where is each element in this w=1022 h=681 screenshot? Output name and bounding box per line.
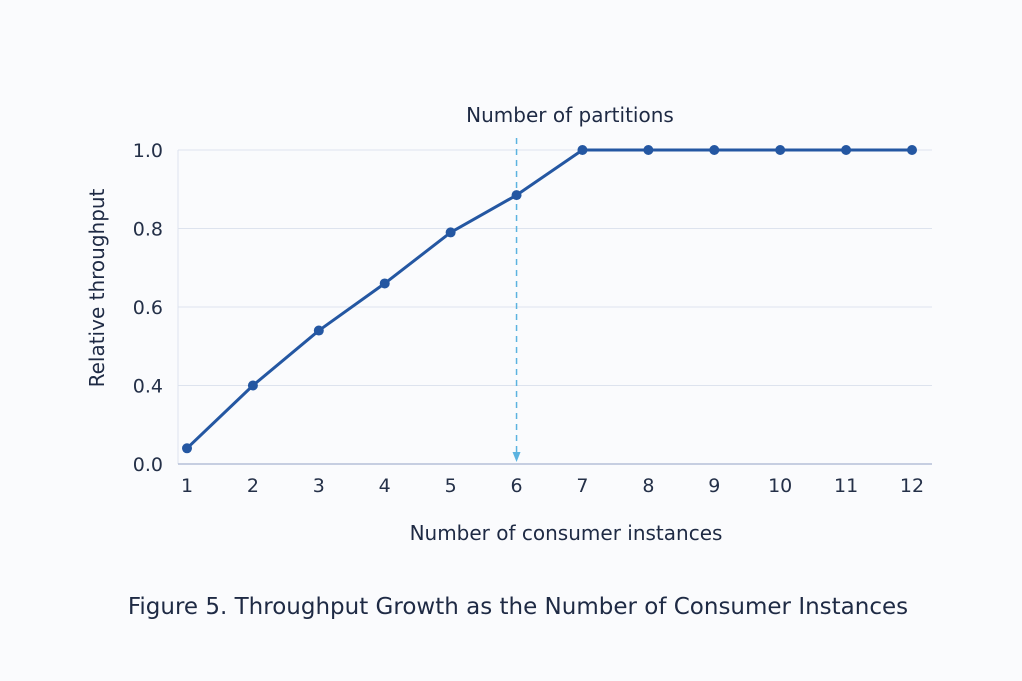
x-tick-label: 4 [379, 475, 391, 497]
x-tick-label: 11 [834, 475, 858, 497]
data-point [643, 145, 654, 155]
partitions-annotation: Number of partitions [466, 103, 674, 462]
y-tick-label: 0.8 [133, 219, 163, 241]
data-point [709, 145, 720, 155]
x-tick-label: 3 [313, 475, 325, 497]
data-point [445, 227, 456, 238]
x-tick-label: 9 [708, 475, 720, 497]
x-tick-label: 7 [576, 475, 588, 497]
x-tick-label: 2 [247, 475, 259, 497]
x-tick-labels: 1 2 3 4 5 6 7 8 9 10 11 12 [181, 475, 924, 497]
x-tick-label: 8 [642, 475, 654, 497]
series-line [185, 148, 912, 450]
data-point [511, 190, 522, 201]
x-axis-title: Number of consumer instances [410, 521, 723, 545]
y-tick-label: 0.0 [133, 454, 163, 476]
x-tick-label: 12 [900, 475, 924, 497]
y-axis-title: Relative throughput [85, 188, 109, 387]
x-tick-label: 10 [768, 475, 792, 497]
data-point [775, 145, 786, 155]
series-layer [182, 145, 917, 454]
data-point [182, 443, 192, 454]
gridlines [177, 149, 932, 464]
y-tick-label: 0.6 [133, 297, 163, 319]
partitions-annotation-label: Number of partitions [466, 103, 674, 127]
x-tick-label: 6 [510, 475, 522, 497]
x-tick-label: 5 [445, 475, 457, 497]
data-point [577, 145, 588, 155]
figure-caption: Figure 5. Throughput Growth as the Numbe… [127, 594, 909, 620]
data-point [379, 278, 390, 289]
y-tick-label: 1.0 [133, 140, 163, 162]
x-tick-label: 1 [181, 475, 193, 497]
data-point [247, 380, 258, 391]
y-tick-label: 0.4 [133, 376, 163, 398]
data-point [313, 325, 324, 336]
data-point [907, 145, 917, 155]
y-tick-labels: 0.0 0.4 0.6 0.8 1.0 [133, 140, 163, 476]
data-point [841, 145, 852, 155]
arrow-down-icon [512, 452, 521, 462]
